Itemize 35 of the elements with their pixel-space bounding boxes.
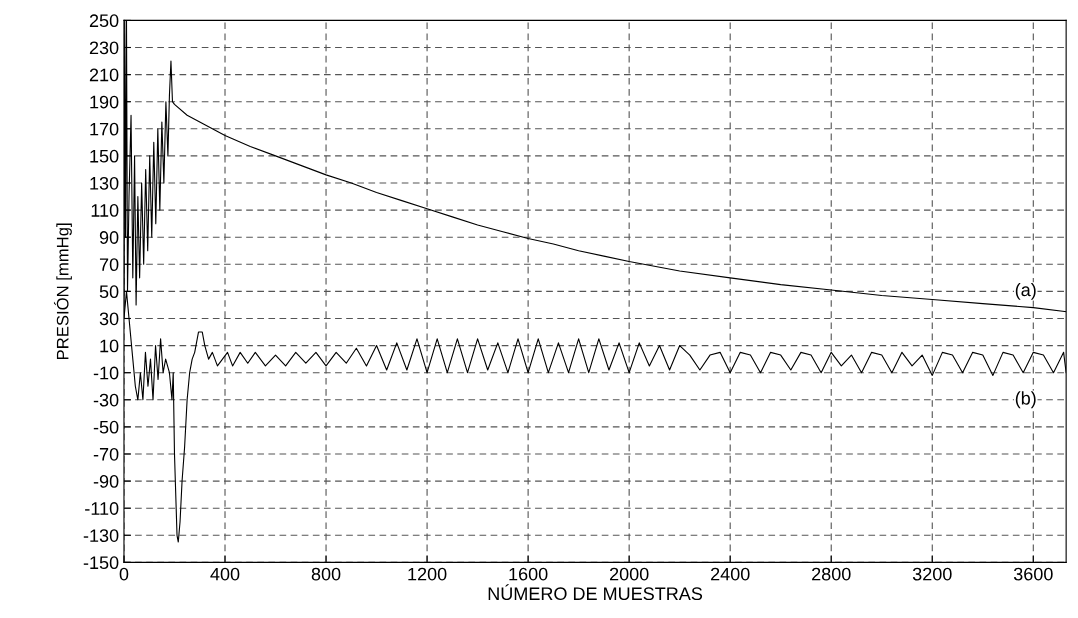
x-tick-label: 1200: [408, 567, 447, 581]
x-tick-label: 3200: [912, 567, 952, 581]
annotation: (a): [1015, 282, 1036, 300]
y-tick-label: 110: [91, 204, 119, 217]
y-tick-label: 30: [99, 312, 119, 326]
y-tick-label: 190: [90, 95, 119, 109]
y-tick-label: 170: [90, 122, 119, 136]
y-tick-label: 70: [99, 258, 119, 272]
annotation: (b): [1015, 391, 1036, 409]
x-tick-label: 800: [311, 567, 341, 581]
y-tick-label: 150: [90, 149, 119, 163]
y-tick-label: 250: [89, 14, 119, 28]
y-tick-label: 10: [100, 339, 119, 353]
y-tick-label: -90: [93, 475, 119, 488]
x-tick-label: 0: [119, 567, 129, 581]
y-tick-label: -50: [93, 420, 119, 434]
x-tick-label: 2000: [609, 567, 649, 581]
y-tick-label: -10: [93, 366, 119, 380]
y-tick-label: -110: [85, 502, 119, 515]
y-tick-label: -130: [83, 529, 119, 542]
y-axis-title: PRESIÓN [mmHg]: [53, 223, 72, 360]
x-tick-label: 1600: [509, 567, 548, 581]
x-axis-title: NÚMERO DE MUESTRAS: [488, 584, 703, 601]
x-tick-label: 2400: [711, 567, 750, 581]
y-tick-label: -70: [93, 447, 119, 461]
y-tick-label: 210: [89, 68, 119, 82]
y-tick-label: -30: [93, 393, 119, 407]
y-tick-label: 230: [89, 41, 119, 55]
x-tick-label: 3600: [1013, 567, 1053, 581]
x-tick-label: 2800: [812, 567, 851, 581]
x-tick-label: 400: [210, 567, 240, 581]
y-tick-label: 130: [90, 176, 119, 190]
y-tick-label: 50: [99, 285, 119, 299]
y-tick-label: 90: [99, 231, 119, 244]
y-tick-label: -150: [83, 556, 119, 570]
